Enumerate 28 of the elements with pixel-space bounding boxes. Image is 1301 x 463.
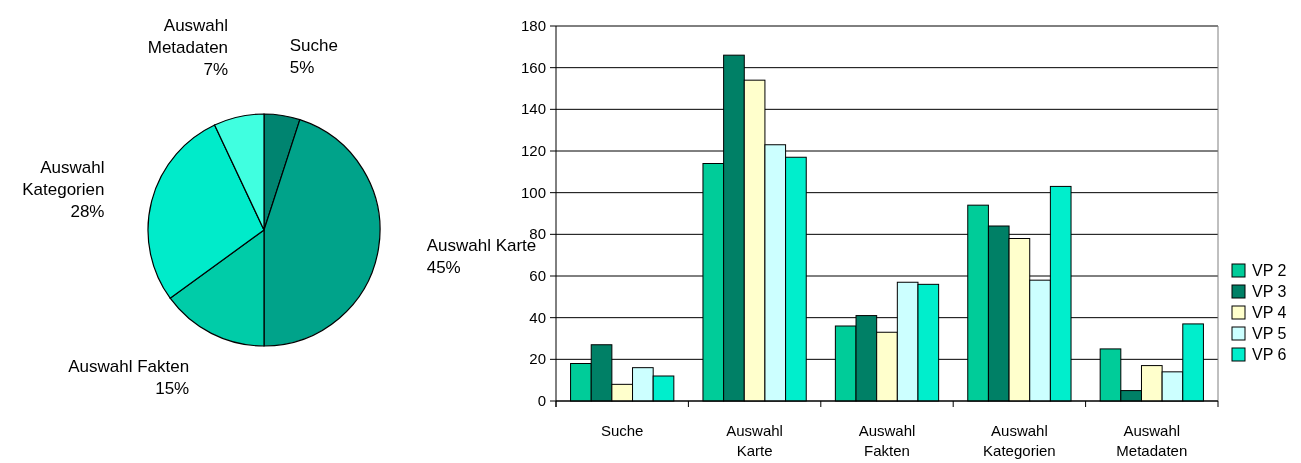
y-tick-label: 100 xyxy=(520,183,546,201)
legend-label: VP 6 xyxy=(1252,346,1287,363)
data-label: 45% xyxy=(426,257,461,277)
x-tick-label: Auswahl Metadaten xyxy=(1116,422,1188,459)
y-tick-label: 180 xyxy=(520,17,546,34)
x-tick-label: Auswahl Fakten xyxy=(858,422,916,459)
x-tick-label: Auswahl Kategorien xyxy=(983,422,1056,459)
data-label: 5% xyxy=(289,58,315,78)
data-label: 28% xyxy=(70,202,105,222)
data-label: 15% xyxy=(155,378,190,398)
x-tick-label: Suche xyxy=(600,422,644,439)
slice-label: Auswahl Fakten xyxy=(68,356,190,376)
y-tick-label: 40 xyxy=(529,308,546,326)
legend-label: VP 3 xyxy=(1252,283,1287,300)
y-tick-label: 140 xyxy=(520,100,546,118)
slice-label: Suche xyxy=(289,36,338,56)
legend-label: VP 5 xyxy=(1252,325,1287,342)
y-tick-label: 0 xyxy=(537,392,546,409)
y-tick-label: 20 xyxy=(529,350,546,368)
y-tick-label: 120 xyxy=(520,142,546,159)
slice-label: Auswahl Kategorien xyxy=(22,158,105,200)
legend-label: VP 4 xyxy=(1252,304,1287,321)
x-tick-label: Auswahl Karte xyxy=(726,422,783,459)
y-tick-label: 160 xyxy=(520,58,546,76)
slice-label: Auswahl Metadaten xyxy=(147,16,229,58)
legend-label: VP 2 xyxy=(1252,262,1287,279)
data-label: 7% xyxy=(203,60,229,80)
y-tick-label: 60 xyxy=(529,267,546,284)
